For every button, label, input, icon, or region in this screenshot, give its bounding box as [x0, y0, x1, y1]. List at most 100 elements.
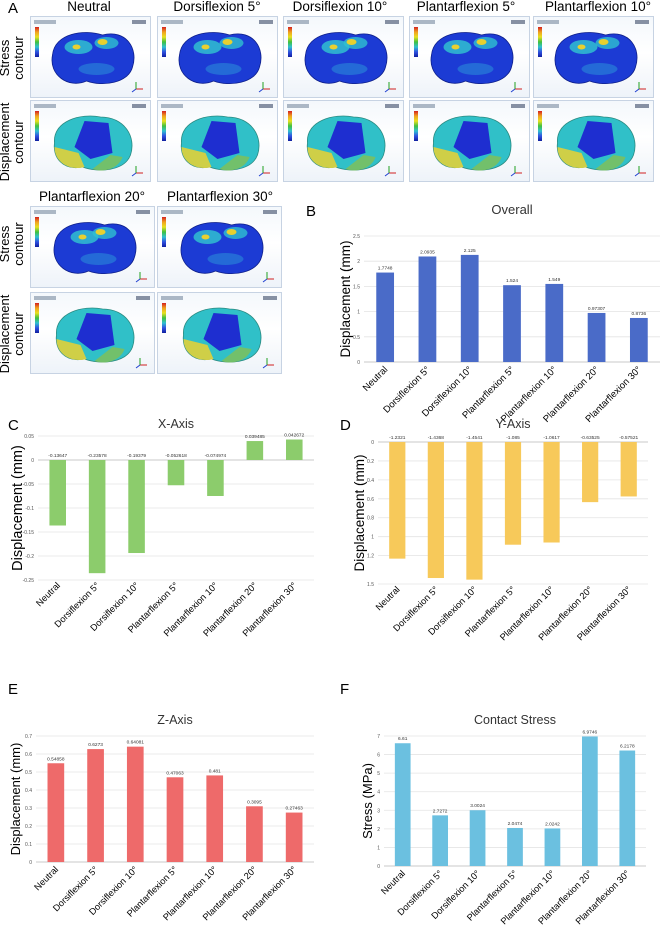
bar [432, 815, 449, 866]
displacement-contour-image [409, 100, 530, 182]
header-text-block [413, 20, 435, 24]
color-legend-bar [538, 27, 542, 57]
x-category-label: Neutral [374, 584, 402, 612]
bar [166, 777, 184, 862]
software-logo [132, 104, 146, 108]
data-label: 0.54858 [47, 756, 65, 762]
y-tick-label: 1.2 [367, 554, 374, 560]
data-label: 0.97307 [588, 306, 606, 312]
bar [167, 460, 185, 486]
color-legend-bar [35, 27, 39, 57]
y-tick-label: 0 [31, 458, 34, 464]
axis-z-indicator [135, 364, 141, 369]
data-label: 0.27463 [285, 806, 303, 812]
y-axis-label: Stress (MPa) [360, 763, 375, 839]
axis-z-indicator [262, 278, 268, 283]
bar [376, 272, 395, 362]
y-tick-label: 0.8 [367, 516, 374, 522]
data-label: 0.6273 [88, 742, 103, 748]
software-logo [132, 20, 146, 24]
data-label: 0.3095 [247, 799, 262, 805]
y-tick-label: 1 [357, 310, 360, 316]
color-legend-bar [35, 217, 39, 247]
bar [246, 441, 264, 460]
talus-model-shape [180, 222, 274, 283]
y-tick-label: 0.3 [25, 806, 32, 812]
data-label: 0.039485 [245, 434, 265, 440]
software-logo [511, 104, 525, 108]
stress-contour-image [409, 16, 530, 98]
axis-z-indicator [131, 88, 137, 93]
header-text-block [413, 104, 435, 108]
bar [389, 442, 406, 559]
data-label: 2.7272 [433, 808, 448, 814]
chart-title: Overall [491, 202, 532, 217]
software-logo [511, 20, 525, 24]
displacement-contour-image [157, 100, 278, 182]
y-tick-label: -0.15 [23, 530, 35, 536]
col-title-plantarflexion-30: Plantarflexion 30° [167, 189, 273, 204]
bar [88, 460, 106, 574]
y-tick-label: 3 [377, 808, 380, 814]
bar [418, 256, 437, 362]
talus-model-shape [556, 115, 646, 177]
software-logo [136, 296, 150, 300]
chart-title: Z-Axis [157, 713, 192, 727]
y-tick-label: 0.4 [25, 788, 32, 794]
y-tick-label: 0.4 [367, 478, 374, 484]
y-tick-label: 0.5 [353, 335, 360, 341]
color-legend-bar [414, 27, 418, 57]
header-text-block [34, 20, 56, 24]
header-text-block [161, 210, 183, 214]
y-tick-label: 0 [371, 440, 374, 446]
bar [394, 743, 411, 866]
data-label: -0.63525 [581, 435, 600, 441]
talus-model-shape [53, 115, 143, 177]
y-tick-label: 6 [377, 753, 380, 759]
data-label: -1.2321 [389, 435, 406, 441]
bar [128, 460, 145, 554]
chart-title: Contact Stress [474, 713, 556, 727]
y-tick-label: 0.6 [367, 497, 374, 503]
displacement-contour-image [30, 292, 155, 374]
color-legend-bar [162, 111, 166, 141]
y-tick-label: 4 [377, 790, 380, 796]
header-text-block [287, 104, 309, 108]
header-text-block [34, 210, 56, 214]
y-tick-label: 1 [377, 845, 380, 851]
row-label-stress-top: Stress contour [0, 36, 26, 80]
panel-c-letter: C [8, 417, 19, 434]
axis-z-indicator [510, 88, 516, 93]
data-label: -0.13647 [48, 453, 67, 459]
color-legend-bar [162, 27, 166, 57]
stress-contour-image [157, 206, 282, 288]
bar [87, 749, 104, 862]
stress-contour-image [533, 16, 654, 98]
y-tick-label: 2 [357, 259, 360, 265]
header-text-block [161, 104, 183, 108]
bar [587, 312, 606, 362]
header-text-block [537, 104, 559, 108]
chart-title: Y-Axis [496, 417, 531, 431]
y-tick-label: 1.5 [353, 284, 360, 290]
x-category-label: Neutral [32, 864, 60, 892]
talus-model-shape [430, 32, 522, 93]
color-legend-bar [35, 303, 39, 333]
bar [629, 317, 648, 362]
data-label: 1.524 [506, 278, 518, 284]
y-tick-label: 0.05 [24, 434, 34, 440]
chart-x-axis-displacement: X-Axis Displacement (mm) -0.25 -0.2 -0.15 -0.… [10, 417, 314, 638]
header-text-block [161, 20, 183, 24]
software-logo [385, 104, 399, 108]
bar [545, 283, 564, 362]
bar [466, 442, 483, 580]
talus-model-shape [182, 307, 274, 369]
y-tick-label: -0.2 [25, 554, 34, 560]
axis-z-indicator [131, 172, 137, 177]
data-label: -1.085 [506, 435, 520, 441]
data-label: 6.9746 [583, 729, 598, 735]
color-legend-bar [288, 27, 292, 57]
y-axis-label: Displacement (mm) [352, 454, 367, 571]
data-label: -0.074974 [205, 453, 227, 459]
color-legend-bar [162, 217, 166, 247]
